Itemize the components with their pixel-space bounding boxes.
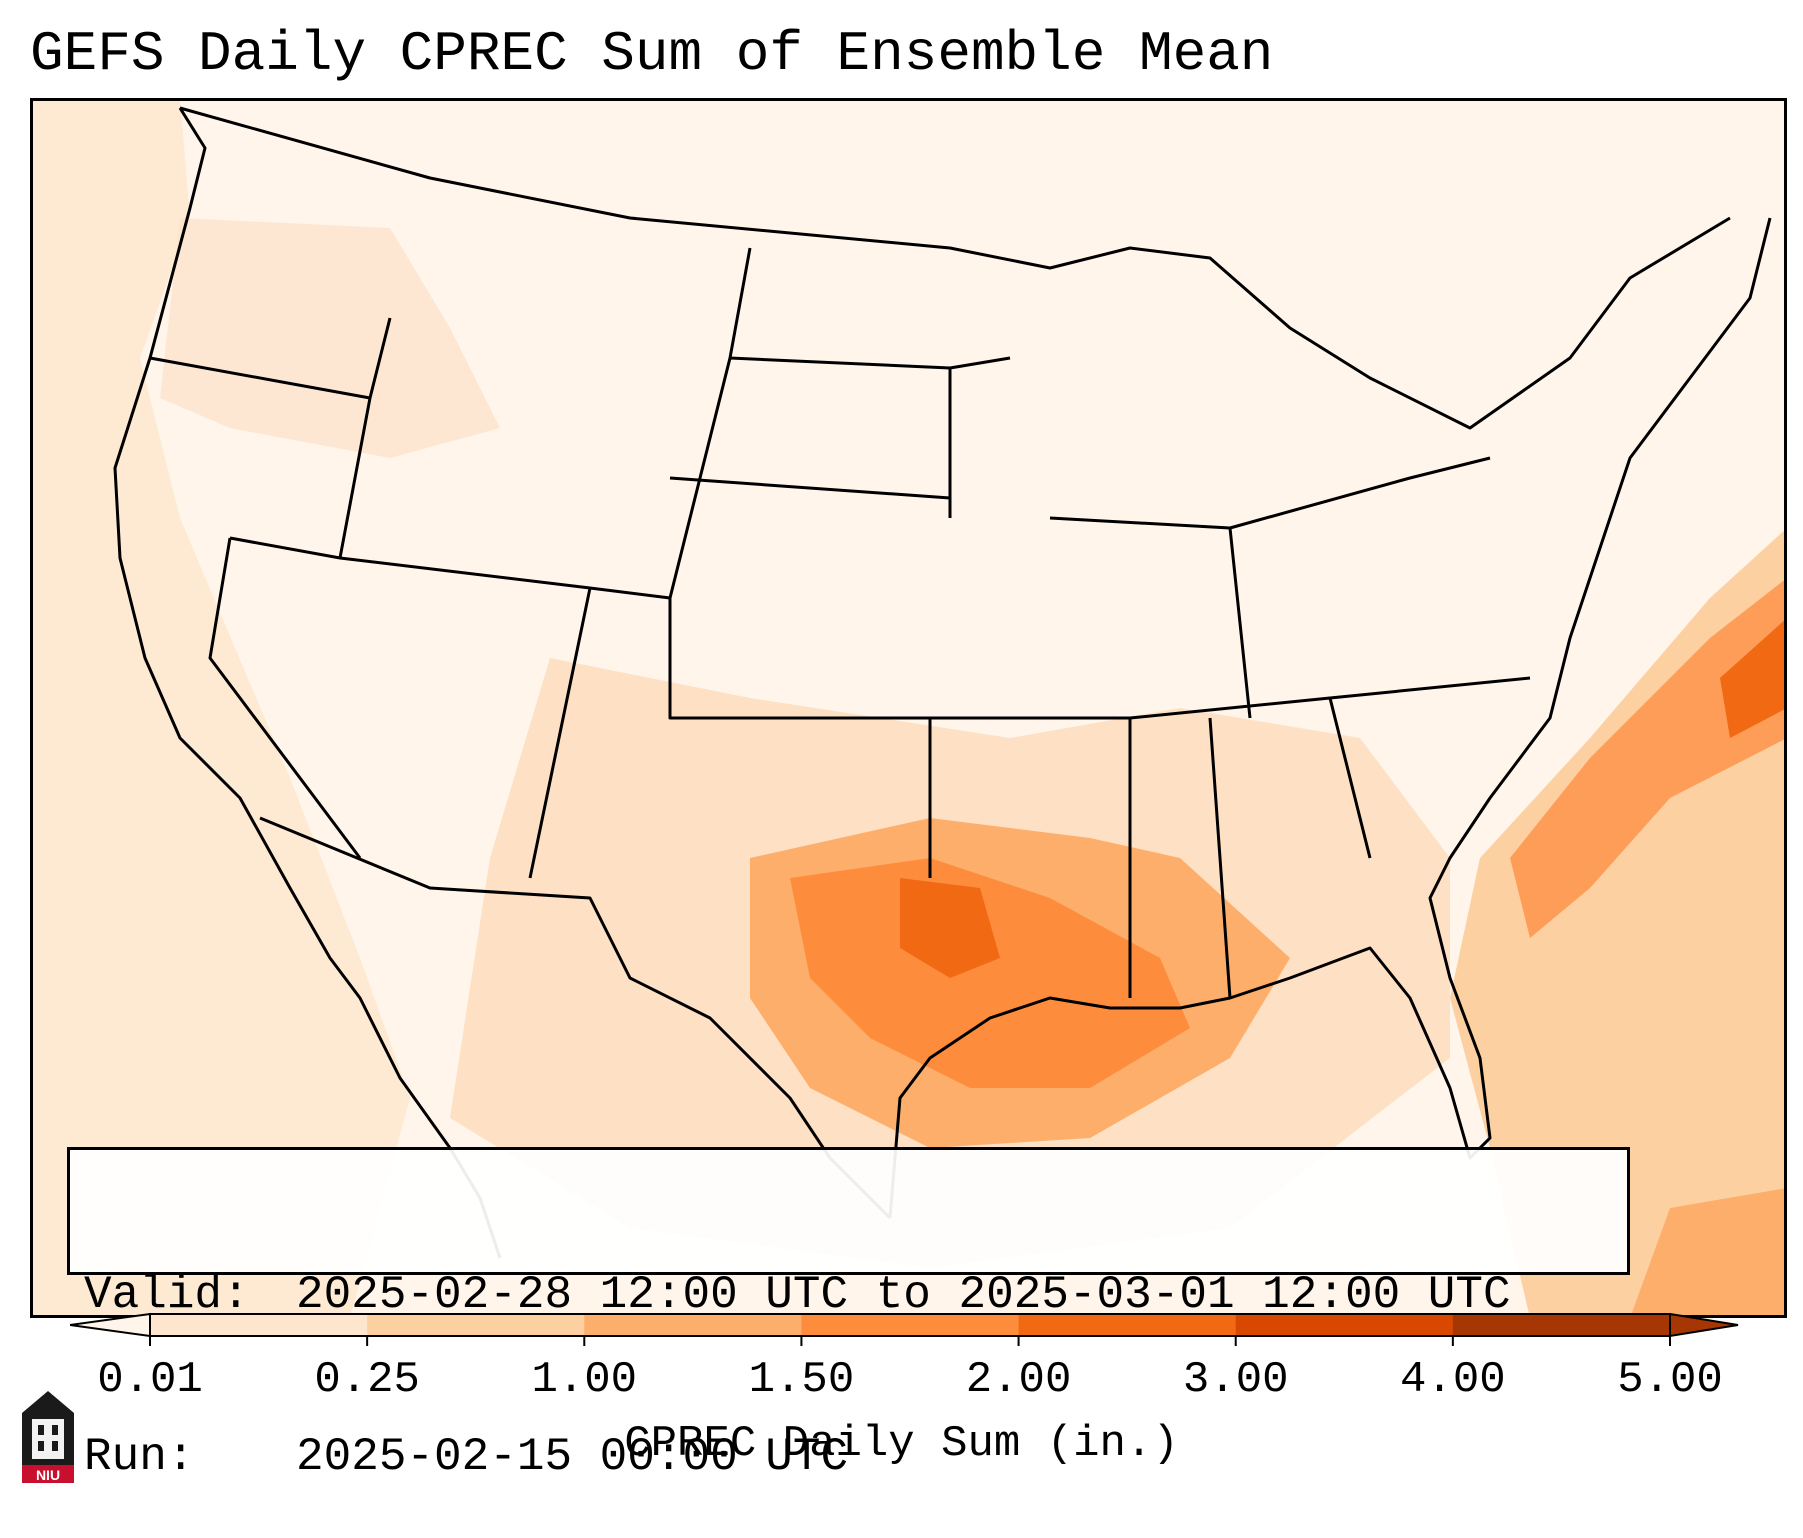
colorbar-outline: [149, 1313, 1671, 1337]
run-value: 2025-02-15 00:00 UTC: [296, 1431, 849, 1483]
colorbar-label: CPREC Daily Sum (in.): [624, 1419, 1179, 1469]
colorbar-tick-label: 1.50: [748, 1355, 855, 1405]
run-label: Run:: [84, 1431, 195, 1483]
precip-field-atlantic-core: [1510, 578, 1787, 938]
precipitation-map: [30, 98, 1787, 1318]
colorbar-tick-label: 3.00: [1182, 1355, 1289, 1405]
colorbar-segment: [150, 1314, 368, 1336]
colorbar: [70, 1312, 1739, 1346]
valid-label: Valid:: [84, 1269, 250, 1321]
us-coastline-west: [113, 107, 502, 1259]
precip-field-pacific: [30, 98, 410, 1318]
state-border-grid: [149, 247, 1531, 999]
colorbar-extend-low: [70, 1312, 151, 1338]
valid-value: 2025-02-28 12:00 UTC to 2025-03-01 12:00…: [296, 1269, 1511, 1321]
gulf-coastline: [888, 217, 1772, 1219]
colorbar-segment: [801, 1314, 1020, 1336]
precip-field-caribbean: [1630, 1188, 1787, 1318]
valid-run-infobox: Valid: 2025-02-28 12:00 UTC to 2025-03-01…: [67, 1147, 1630, 1483]
colorbar-tick-label: 2.00: [965, 1355, 1072, 1405]
colorbar-segment: [1018, 1314, 1237, 1336]
colorbar-tick-label: 4.00: [1400, 1355, 1506, 1405]
colorbar-extend-high: [1669, 1312, 1739, 1338]
us-canada-border: [179, 106, 1731, 430]
colorbar-segment: [367, 1314, 585, 1336]
precip-field-nw: [160, 218, 500, 458]
colorbar-tick-label: 1.00: [531, 1355, 638, 1405]
precip-field-atlantic-max: [1720, 618, 1787, 738]
colorbar-tick-label: 5.00: [1617, 1355, 1723, 1405]
colorbar-segment: [584, 1314, 802, 1336]
colorbar-tick-label: 0.01: [97, 1355, 203, 1405]
logo-text: NIU: [36, 1467, 60, 1483]
map-title: GEFS Daily CPREC Sum of Ensemble Mean: [30, 22, 1274, 86]
precip-field-gulf-max: [900, 878, 1000, 978]
university-tower-icon: NIU: [22, 1391, 74, 1483]
precip-field-gulf-core: [790, 858, 1190, 1088]
colorbar-segment: [1452, 1314, 1671, 1336]
colorbar-tick-label: 0.25: [314, 1355, 420, 1405]
colorbar-segment: [1235, 1314, 1454, 1336]
